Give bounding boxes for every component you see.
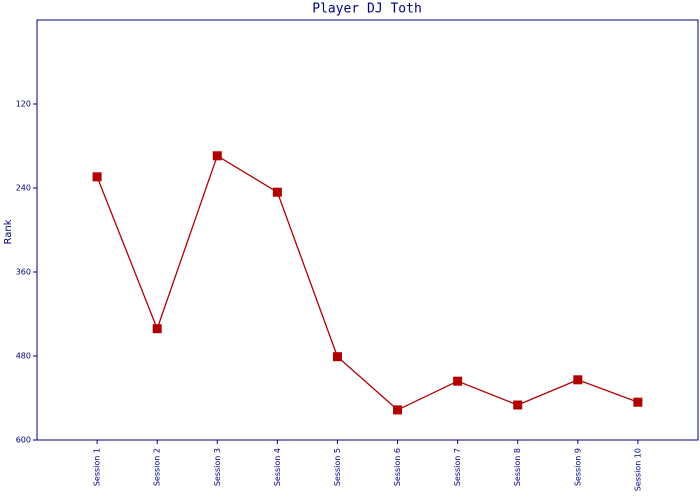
x-tick-label: Session 8 <box>513 448 522 486</box>
x-tick-label: Session 9 <box>573 448 582 486</box>
y-tick-label: 600 <box>16 436 31 445</box>
data-point <box>272 187 282 197</box>
data-point <box>573 375 583 385</box>
data-point <box>92 172 102 182</box>
y-tick-label: 240 <box>16 184 31 193</box>
x-tick-label: Session 4 <box>273 448 282 486</box>
data-point <box>152 324 162 334</box>
x-tick-label: Session 6 <box>393 448 402 486</box>
y-tick-label: 120 <box>16 100 31 109</box>
data-point <box>393 405 403 415</box>
x-tick-label: Session 1 <box>93 448 102 486</box>
data-point <box>453 376 463 386</box>
x-tick-label: Session 3 <box>213 448 222 486</box>
series-line <box>96 154 639 411</box>
x-tick-label: Session 2 <box>153 448 162 486</box>
y-tick-label: 360 <box>16 268 31 277</box>
y-axis-label: Rank <box>3 219 14 244</box>
y-tick-label: 480 <box>16 352 31 361</box>
x-tick-label: Session 5 <box>333 448 342 486</box>
plot-frame <box>36 19 699 441</box>
chart-title: Player DJ Toth <box>312 2 422 17</box>
data-point <box>332 352 342 362</box>
data-point <box>513 400 523 410</box>
x-tick-label: Session 10 <box>633 448 642 491</box>
data-point <box>212 151 222 161</box>
data-point <box>633 397 643 407</box>
x-tick-label: Session 7 <box>453 448 462 486</box>
